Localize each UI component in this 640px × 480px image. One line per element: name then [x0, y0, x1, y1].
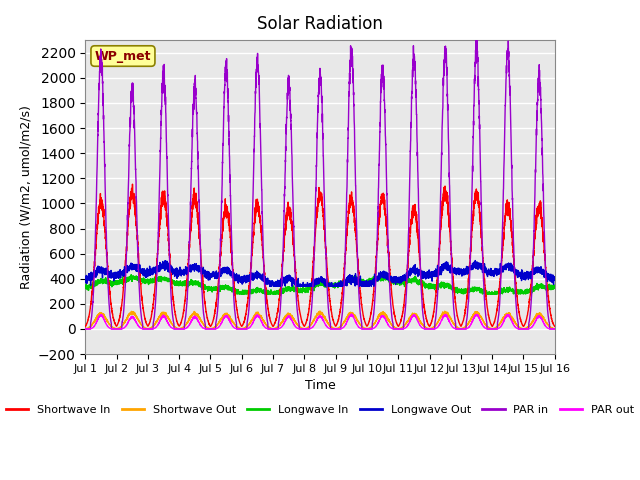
Y-axis label: Radiation (W/m2, umol/m2/s): Radiation (W/m2, umol/m2/s): [19, 105, 32, 289]
X-axis label: Time: Time: [305, 379, 335, 392]
Legend: Shortwave In, Shortwave Out, Longwave In, Longwave Out, PAR in, PAR out: Shortwave In, Shortwave Out, Longwave In…: [2, 400, 638, 420]
Text: WP_met: WP_met: [95, 49, 151, 62]
Title: Solar Radiation: Solar Radiation: [257, 15, 383, 33]
